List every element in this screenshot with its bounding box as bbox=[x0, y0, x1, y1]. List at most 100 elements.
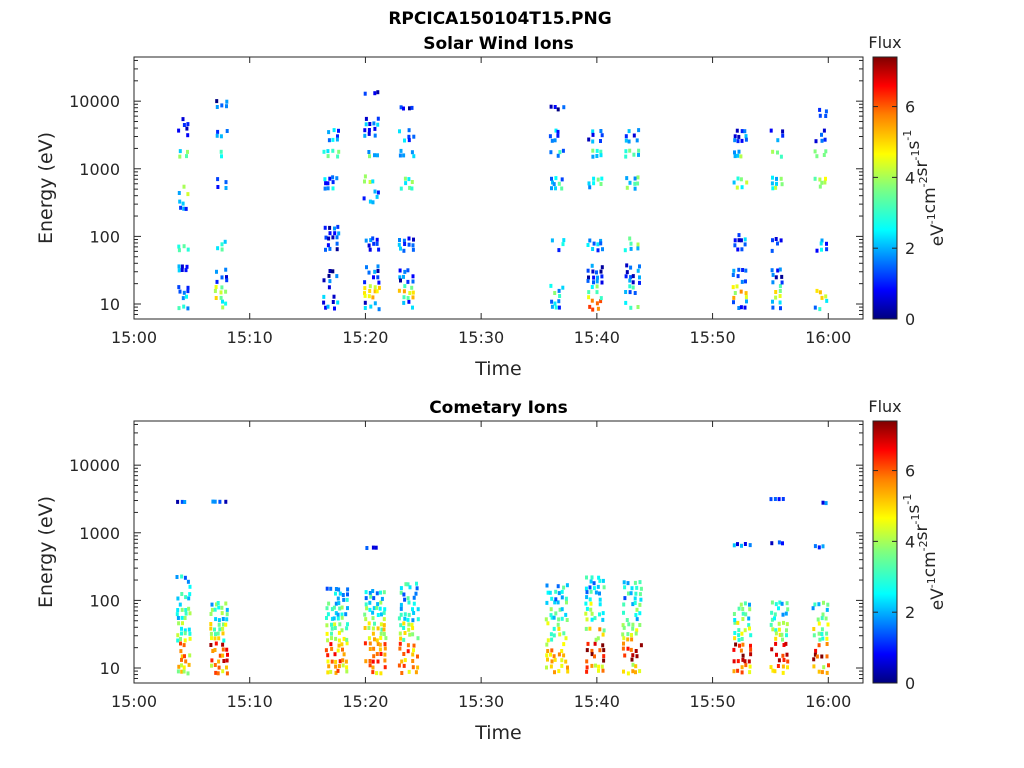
heatmap-cell bbox=[407, 177, 411, 182]
heatmap-cell bbox=[732, 300, 735, 305]
colorbar-tick-label: 2 bbox=[905, 603, 915, 622]
heatmap-cell bbox=[345, 669, 349, 674]
heatmap-cell bbox=[733, 243, 737, 248]
heatmap-cell bbox=[225, 607, 229, 612]
heatmap-cell bbox=[549, 283, 553, 288]
heatmap-cell bbox=[820, 132, 823, 137]
heatmap-cell bbox=[785, 652, 789, 657]
heatmap-cell bbox=[402, 663, 406, 668]
heatmap-cell bbox=[402, 153, 406, 158]
heatmap-cell bbox=[588, 597, 592, 602]
heatmap-cell bbox=[557, 181, 561, 186]
heatmap-cell bbox=[782, 620, 785, 625]
heatmap-cell bbox=[344, 659, 348, 664]
heatmap-cell bbox=[785, 622, 789, 627]
heatmap-cell bbox=[181, 621, 184, 626]
heatmap-cell bbox=[346, 587, 350, 592]
heatmap-cell bbox=[781, 664, 785, 669]
heatmap-cell bbox=[217, 636, 221, 641]
heatmap-cell bbox=[322, 300, 326, 305]
y-tick-label: 1000 bbox=[79, 160, 120, 179]
heatmap-cell bbox=[748, 543, 752, 548]
heatmap-cell bbox=[402, 295, 406, 300]
heatmap-cell bbox=[224, 499, 228, 504]
heatmap-cell bbox=[624, 274, 628, 279]
heatmap-cell bbox=[740, 279, 744, 284]
heatmap-cell bbox=[553, 105, 557, 109]
heatmap-cell bbox=[561, 242, 565, 247]
heatmap-cell bbox=[638, 592, 642, 597]
heatmap-cell bbox=[412, 595, 416, 600]
heatmap-cell bbox=[411, 632, 415, 637]
heatmap-cell bbox=[412, 134, 416, 139]
heatmap-cell bbox=[330, 607, 334, 612]
heatmap-cell bbox=[186, 133, 190, 138]
heatmap-cell bbox=[590, 652, 594, 657]
heatmap-cell bbox=[210, 658, 214, 663]
heatmap-cell bbox=[398, 153, 402, 158]
heatmap-cell bbox=[777, 497, 781, 502]
heatmap-cell bbox=[771, 305, 775, 310]
heatmap-cell bbox=[406, 582, 410, 587]
heatmap-cell bbox=[322, 149, 326, 154]
heatmap-cell bbox=[749, 647, 753, 652]
heatmap-cell bbox=[816, 617, 820, 622]
heatmap-cell bbox=[741, 617, 745, 621]
heatmap-cell bbox=[180, 663, 183, 668]
heatmap-cell bbox=[732, 268, 736, 273]
heatmap-cell bbox=[336, 648, 340, 653]
heatmap-cell bbox=[624, 290, 628, 294]
heatmap-cell bbox=[771, 272, 775, 277]
heatmap-cell bbox=[601, 643, 605, 648]
colorbar-title: Flux bbox=[868, 397, 901, 416]
heatmap-cell bbox=[595, 290, 599, 295]
heatmap-cell bbox=[639, 643, 643, 648]
heatmap-cell bbox=[562, 631, 566, 636]
heatmap-cell bbox=[596, 306, 600, 311]
heatmap-cell bbox=[633, 580, 637, 585]
heatmap-cell bbox=[560, 663, 564, 668]
heatmap-cell bbox=[631, 626, 635, 631]
heatmap-cell bbox=[187, 596, 191, 601]
heatmap-cell bbox=[324, 235, 328, 240]
heatmap-cell bbox=[368, 600, 372, 605]
heatmap-cell bbox=[780, 280, 784, 285]
heatmap-cell bbox=[371, 610, 375, 615]
heatmap-cell bbox=[327, 273, 331, 278]
heatmap-cell bbox=[557, 299, 561, 304]
heatmap-cell bbox=[740, 185, 744, 190]
heatmap-cell bbox=[211, 649, 215, 653]
heatmap-cell bbox=[743, 659, 747, 664]
heatmap-cell bbox=[411, 279, 415, 284]
heatmap-cell bbox=[184, 608, 188, 612]
heatmap-cell bbox=[594, 663, 597, 668]
heatmap-cell bbox=[367, 131, 371, 136]
heatmap-cell bbox=[176, 596, 180, 601]
heatmap-cell bbox=[177, 268, 181, 273]
heatmap-cell bbox=[820, 654, 824, 659]
heatmap-cell bbox=[824, 149, 828, 154]
heatmap-cell bbox=[218, 627, 222, 632]
heatmap-cell bbox=[774, 602, 778, 607]
heatmap-cell bbox=[601, 247, 604, 252]
heatmap-cell bbox=[732, 295, 736, 300]
heatmap-cell bbox=[734, 642, 738, 647]
heatmap-cell bbox=[340, 605, 344, 610]
heatmap-cell bbox=[176, 638, 180, 643]
heatmap-cell bbox=[735, 284, 739, 289]
heatmap-cell bbox=[325, 631, 329, 636]
heatmap-cell bbox=[375, 237, 379, 242]
heatmap-cell bbox=[383, 658, 387, 663]
heatmap-cell bbox=[368, 591, 372, 595]
heatmap-cell bbox=[337, 638, 341, 643]
heatmap-cell bbox=[376, 116, 380, 121]
heatmap-cell bbox=[224, 186, 228, 190]
heatmap-cell bbox=[180, 268, 184, 272]
heatmap-cell bbox=[337, 149, 341, 154]
heatmap-cell bbox=[741, 653, 745, 658]
heatmap-cell bbox=[564, 636, 568, 641]
heatmap-cell bbox=[587, 137, 591, 142]
heatmap-cell bbox=[782, 643, 786, 647]
heatmap-cell bbox=[599, 241, 603, 246]
heatmap-cell bbox=[331, 186, 335, 191]
